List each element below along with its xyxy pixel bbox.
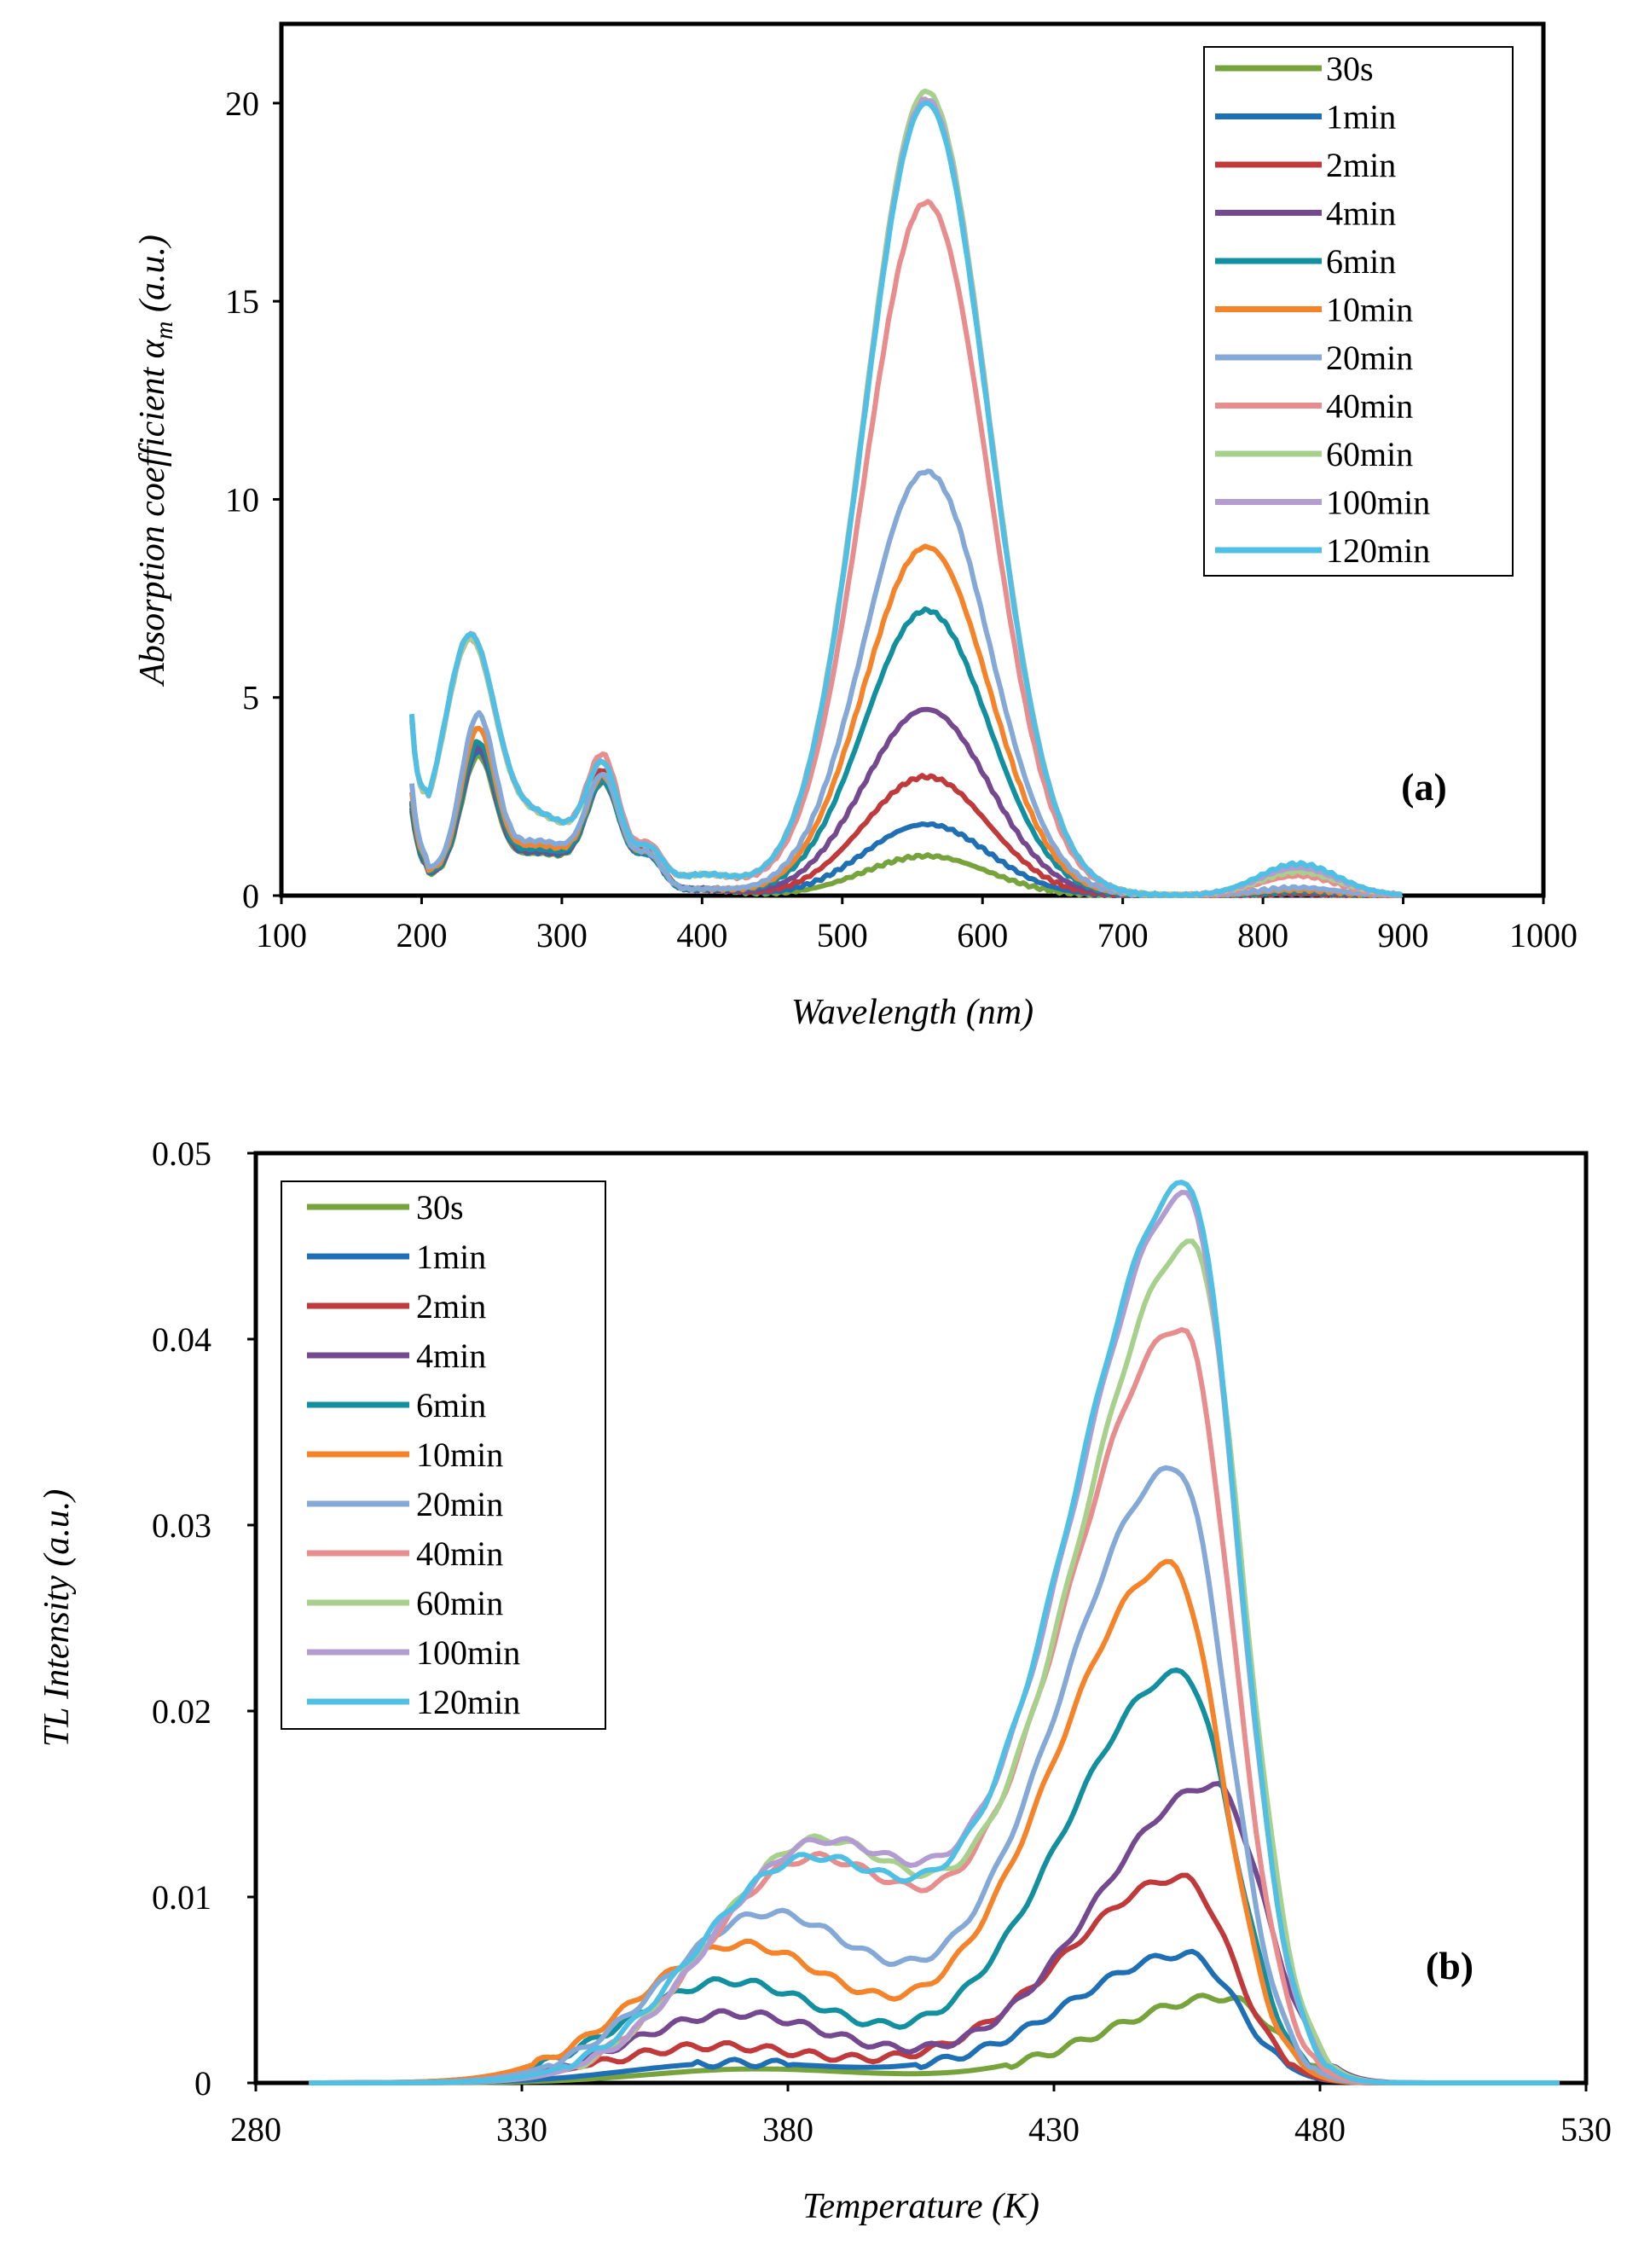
chart-a-x-tick-label: 500 <box>817 916 868 954</box>
chart-a-series <box>408 88 1404 898</box>
chart-a-legend-label: 10min <box>1326 291 1413 329</box>
chart-b-x-tick-label: 530 <box>1560 2110 1612 2149</box>
chart-a-legend-label: 20min <box>1326 339 1413 377</box>
chart-a-x-tick-label: 900 <box>1378 916 1429 954</box>
chart-a-plot-frame <box>279 21 1546 898</box>
chart-b-legend-label: 4min <box>416 1337 486 1375</box>
chart-a-legend-label: 6min <box>1326 242 1396 281</box>
chart-b-legend-label: 20min <box>416 1485 503 1523</box>
chart-a-x-tick-label: 1000 <box>1509 916 1578 954</box>
chart-b-y-tick-label: 0.03 <box>152 1506 211 1545</box>
chart-b-legend-label: 6min <box>416 1386 486 1424</box>
chart-b-series-line-30s <box>309 1992 1560 2085</box>
chart-a-legend-label: 100min <box>1326 484 1430 522</box>
chart-b-x-tick-label: 380 <box>762 2110 813 2149</box>
chart-a-x-tick-label: 700 <box>1097 916 1149 954</box>
chart-b-series-line-2min <box>309 1872 1560 2085</box>
chart-a-legend-label: 2min <box>1326 146 1396 184</box>
chart-a-x-tick-label: 100 <box>256 916 307 954</box>
chart-b-series-line-6min <box>309 1667 1560 2085</box>
chart-b-legend-label: 1min <box>416 1238 486 1276</box>
chart-b-x-axis-label: Temperature (K) <box>802 2187 1039 2226</box>
chart-a-series-line-6min <box>408 606 1402 898</box>
chart-a-y-tick-label: 20 <box>225 84 259 123</box>
chart-a-x-tick-label: 800 <box>1237 916 1288 954</box>
chart-b-series-line-120min <box>309 1180 1560 2085</box>
chart-a-y-tick-label: 10 <box>225 480 259 519</box>
chart-b-legend-label: 2min <box>416 1287 486 1325</box>
chart-a-x-tick-label: 400 <box>676 916 727 954</box>
chart-b-legend-label: 60min <box>416 1584 503 1622</box>
chart-a-legend-label: 40min <box>1326 387 1413 426</box>
chart-b-y-tick-label: 0.05 <box>152 1134 211 1173</box>
chart-b-series-line-1min <box>309 1948 1560 2085</box>
chart-b-y-tick-label: 0.02 <box>152 1692 211 1731</box>
chart-b-x-tick-label: 280 <box>230 2110 281 2149</box>
chart-b-ticks: 280 330 380 430 480 530 0 0.01 0.02 0.03 0.04 0.05 <box>152 1134 1612 2149</box>
chart-a-legend-label: 120min <box>1326 531 1430 570</box>
chart-a-panel-label: (a) <box>1401 765 1447 809</box>
chart-a-y-tick-label: 0 <box>242 877 259 915</box>
chart-b-y-tick-label: 0.01 <box>152 1878 211 1917</box>
chart-b-legend-label: 100min <box>416 1633 520 1672</box>
chart-b-y-axis-label: TL Intensity (a.u.) <box>38 1489 77 1748</box>
chart-b-x-tick-label: 330 <box>496 2110 547 2149</box>
ylabel-subscript: m <box>150 322 178 340</box>
chart-b-series <box>309 1180 1560 2085</box>
chart-a-x-tick-label: 600 <box>957 916 1008 954</box>
chart-b-legend-label: 30s <box>416 1188 464 1227</box>
chart-a-x-axis-label: Wavelength (nm) <box>791 993 1033 1032</box>
chart-b-plot-frame <box>253 1151 1589 2085</box>
chart-b-legend-label: 120min <box>416 1683 520 1721</box>
chart-a-y-axis-label: Absorption coefficient αm (a.u.) <box>133 235 178 687</box>
chart-b-x-tick-label: 430 <box>1028 2110 1080 2149</box>
chart-b-legend: 30s 1min 2min 4min 6min 10min 20min 40min 60min 1… <box>281 1180 606 1730</box>
chart-a-legend: 30s 1min 2min 4min 6min 10min 20min 40min 60min 1… <box>1203 46 1514 577</box>
chart-b-legend-label: 40min <box>416 1534 503 1573</box>
chart-b-y-tick-label: 0 <box>194 2064 211 2103</box>
chart-a-series-line-20min <box>408 468 1403 898</box>
chart-a-series-line-4min <box>408 706 1403 898</box>
chart-b-panel-label: (b) <box>1426 1944 1473 1987</box>
chart-a: 100 200 300 400 500 600 700 800 900 100005101520 … <box>133 21 1578 1032</box>
chart-b-series-line-4min <box>309 1781 1560 2085</box>
chart-a-y-tick-label: 15 <box>225 282 259 321</box>
chart-a-legend-label: 60min <box>1326 435 1413 473</box>
chart-b-y-tick-label: 0.04 <box>152 1320 211 1359</box>
chart-b-x-tick-label: 480 <box>1294 2110 1346 2149</box>
chart-a-x-tick-label: 300 <box>536 916 588 954</box>
chart-a-x-tick-label: 200 <box>396 916 447 954</box>
chart-a-series-line-120min <box>408 101 1404 898</box>
chart-a-legend-label: 4min <box>1326 194 1396 233</box>
chart-b-legend-label: 10min <box>416 1436 503 1474</box>
chart-a-y-tick-label: 5 <box>242 679 259 717</box>
chart-a-legend-label: 1min <box>1326 98 1396 136</box>
chart-a-legend-label: 30s <box>1326 49 1374 88</box>
chart-a-ticks: 100 200 300 400 500 600 700 800 900 1000 0 5 10 15 20 <box>225 84 1578 954</box>
chart-b: 280 330 380 430 480 53000.010.020.030.040.05 … <box>38 1134 1612 2226</box>
